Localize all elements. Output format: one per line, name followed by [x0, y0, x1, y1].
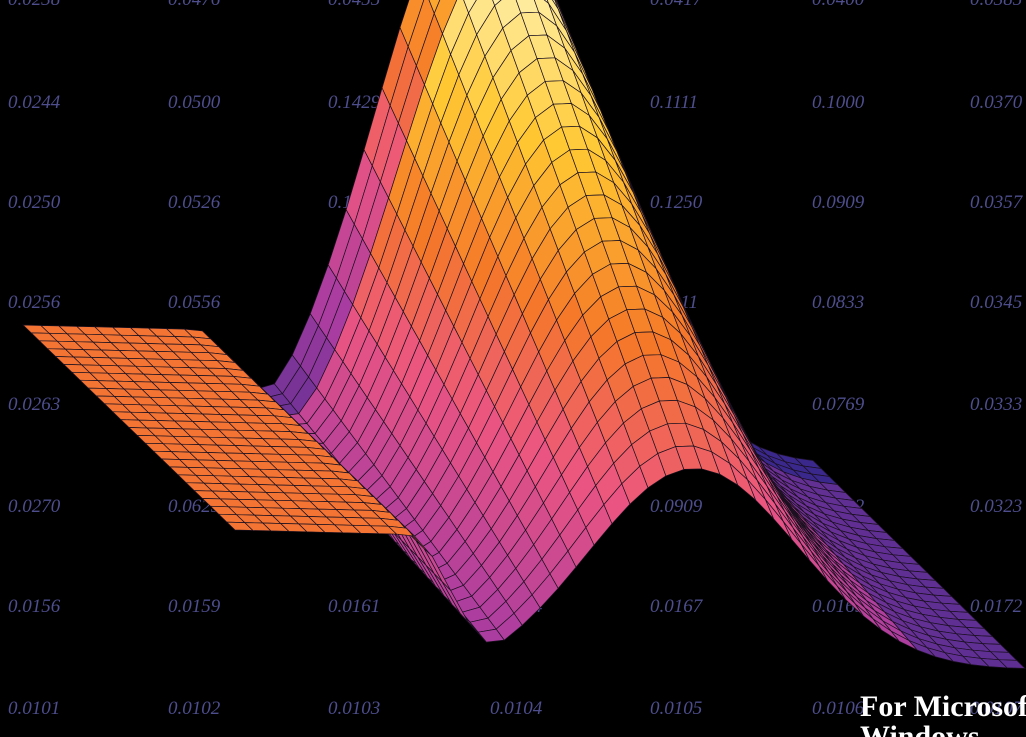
- grid-number: 0.0106: [812, 698, 865, 719]
- grid-number: 0.0270: [8, 496, 61, 517]
- grid-number: 0.0385: [970, 0, 1022, 10]
- grid-number: 0.0105: [650, 698, 702, 719]
- cover-image: 0.02380.04760.04550.04350.04170.04000.03…: [0, 0, 1026, 737]
- grid-number: 0.0526: [168, 192, 221, 213]
- grid-number: 0.0167: [650, 596, 704, 617]
- grid-number: 0.0323: [970, 496, 1022, 517]
- grid-number: 0.0476: [168, 0, 221, 10]
- grid-number: 0.0833: [812, 292, 864, 313]
- grid-number: 0.0161: [328, 596, 380, 617]
- cover-title-line: Windows: [860, 720, 980, 737]
- grid-number: 0.0256: [8, 292, 61, 313]
- grid-number: 0.0500: [168, 92, 221, 113]
- grid-number: 0.0103: [328, 698, 380, 719]
- grid-number: 0.0263: [8, 394, 60, 415]
- grid-number: 0.0250: [8, 192, 61, 213]
- grid-number: 0.0909: [812, 192, 865, 213]
- grid-number: 0.0769: [812, 394, 865, 415]
- grid-number: 0.1000: [812, 92, 865, 113]
- grid-number: 0.0345: [970, 292, 1022, 313]
- grid-number: 0.0357: [970, 192, 1024, 213]
- cover-title-line: For Microsoft: [860, 690, 1026, 723]
- grid-number: 0.0909: [650, 496, 703, 517]
- grid-number: 0.0156: [8, 596, 61, 617]
- grid-number: 0.1111: [650, 92, 698, 113]
- grid-number: 0.0556: [168, 292, 221, 313]
- grid-number: 0.0172: [970, 596, 1023, 617]
- grid-number: 0.0400: [812, 0, 865, 10]
- grid-number: 0.1429: [328, 92, 381, 113]
- grid-number: 0.1250: [650, 192, 703, 213]
- grid-number: 0.0104: [490, 698, 543, 719]
- grid-number: 0.0370: [970, 92, 1023, 113]
- grid-number: 0.0455: [328, 0, 380, 10]
- grid-number: 0.0333: [970, 394, 1022, 415]
- grid-number: 0.0238: [8, 0, 61, 10]
- grid-number: 0.0417: [650, 0, 704, 10]
- grid-number: 0.0101: [8, 698, 60, 719]
- grid-number: 0.0244: [8, 92, 61, 113]
- grid-number: 0.0102: [168, 698, 221, 719]
- grid-number: 0.0159: [168, 596, 221, 617]
